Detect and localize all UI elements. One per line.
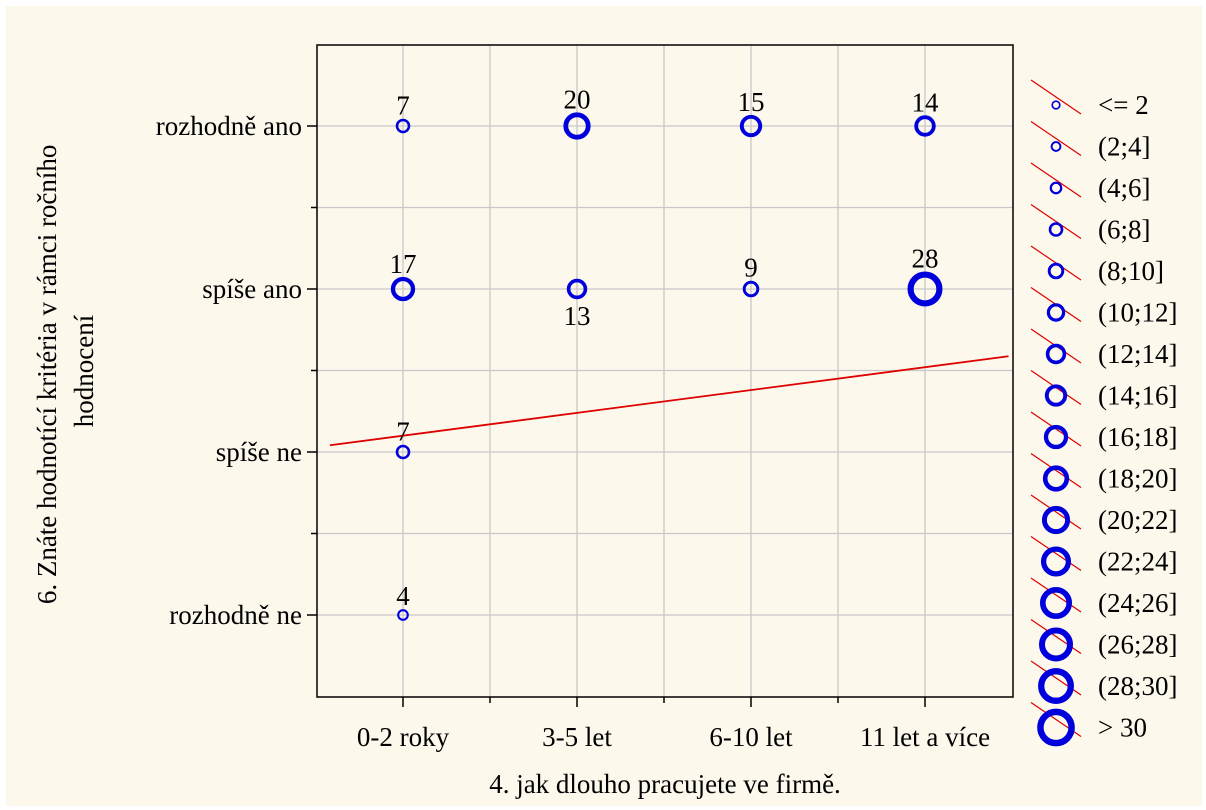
bubble-count-label: 17: [390, 249, 417, 279]
legend-bubble-swatch: [1037, 708, 1075, 747]
y-axis-title: 6. Znáte hodnotící kritéria v rámci ročn…: [32, 138, 99, 604]
bubble: [395, 118, 411, 134]
legend: <= 2 (2;4] (4;6] (6;8] (8;10] (10;12] (12;14] (…: [1030, 79, 1177, 747]
chart-background: [6, 6, 1202, 806]
legend-bubble-swatch: [1050, 141, 1062, 152]
legend-bubble-swatch: [1039, 627, 1073, 662]
legend-trend-swatch: [1030, 494, 1082, 530]
legend-trend-swatch: [1030, 204, 1082, 239]
bubble: [395, 444, 411, 460]
bubble-count-label: 9: [744, 253, 758, 283]
legend-bubble-swatch: [1040, 546, 1072, 577]
legend-label: > 30: [1098, 713, 1147, 743]
bubble: [742, 280, 760, 298]
bubble-count-label: 14: [912, 87, 940, 117]
bubble: [914, 115, 936, 137]
y-tick-label: spíše ano: [202, 274, 302, 304]
legend-label: (2;4]: [1098, 132, 1150, 162]
x-tick-label: 0-2 roky: [357, 722, 450, 752]
legend-label: (6;8]: [1098, 215, 1150, 245]
y-tick-labels: rozhodně ne spíše ne spíše ano rozhodně ano: [156, 111, 302, 630]
legend-bubble-swatch: [1044, 384, 1068, 407]
legend-bubble-swatch: [1042, 465, 1070, 492]
legend-bubble-swatch: [1051, 100, 1061, 110]
bubble-count-label: 15: [738, 87, 765, 117]
legend-label: (20;22]: [1098, 505, 1177, 535]
bubble-count-label: 7: [396, 417, 410, 447]
bubble: [563, 112, 591, 140]
legend-label: (16;18]: [1098, 422, 1177, 452]
legend-label: (28;30]: [1098, 671, 1177, 701]
legend-bubble-swatch: [1045, 343, 1067, 365]
bubble-count-label: 13: [564, 301, 591, 331]
legend-trend-swatch: [1030, 162, 1082, 198]
bubble: [566, 278, 588, 300]
legend-bubble-swatch: [1041, 505, 1071, 535]
legend-label: (22;24]: [1098, 547, 1177, 577]
y-axis-title-line-2: hodnocení: [69, 314, 99, 427]
bubble: [390, 276, 416, 302]
trend-line: [329, 355, 1009, 447]
legend-bubble-swatch: [1048, 222, 1064, 237]
bubble-series: 7 20 15 14 17 13 9 28 7 4: [390, 84, 943, 621]
y-tick-label: spíše ne: [216, 437, 302, 467]
legend-label: (18;20]: [1098, 464, 1177, 494]
y-axis-title-line-1: 6. Znáte hodnotící kritéria v rámci ročn…: [32, 145, 62, 605]
y-tick-label: rozhodně ne: [169, 600, 302, 630]
legend-label: (14;16]: [1098, 381, 1177, 411]
legend-label: <= 2: [1098, 90, 1149, 120]
x-tick-label: 3-5 let: [542, 722, 612, 752]
bubble: [739, 114, 763, 138]
legend-bubble-swatch: [1046, 303, 1066, 322]
legend-bubble-swatch: [1049, 181, 1063, 195]
axis-ticks: [307, 125, 926, 707]
legend-bubble-swatch: [1039, 586, 1073, 620]
legend-trend-swatch: [1030, 453, 1082, 488]
x-tick-label: 6-10 let: [709, 722, 793, 752]
legend-trend-swatch: [1030, 79, 1082, 115]
legend-bubble-swatch: [1043, 424, 1069, 450]
legend-trend-swatch: [1030, 121, 1082, 156]
y-tick-label: rozhodně ano: [156, 111, 302, 141]
legend-label: (10;12]: [1098, 298, 1177, 328]
bubble-count-label: 4: [396, 581, 410, 611]
bubble-count-label: 28: [912, 244, 939, 274]
bubble-count-label: 7: [396, 91, 410, 121]
bubble: [397, 609, 409, 621]
legend-trend-swatch: [1030, 577, 1082, 613]
legend-trend-swatch: [1030, 619, 1082, 654]
legend-label: (8;10]: [1098, 256, 1164, 286]
legend-label: (24;26]: [1098, 588, 1177, 618]
x-tick-labels: 0-2 roky 3-5 let 6-10 let 11 let a více: [357, 722, 990, 752]
bubble: [907, 271, 943, 307]
bubble-count-label: 20: [564, 84, 591, 114]
x-tick-label: 11 let a více: [860, 722, 990, 752]
legend-label: (26;28]: [1098, 630, 1177, 660]
trend-line-group: [329, 355, 1009, 447]
legend-bubble-swatch: [1047, 262, 1065, 280]
x-axis-title: 4. jak dlouho pracujete ve firmě.: [489, 769, 841, 799]
legend-bubble-swatch: [1038, 668, 1074, 704]
legend-trend-swatch: [1030, 536, 1082, 571]
legend-label: (4;6]: [1098, 173, 1150, 203]
legend-label: (12;14]: [1098, 339, 1177, 369]
